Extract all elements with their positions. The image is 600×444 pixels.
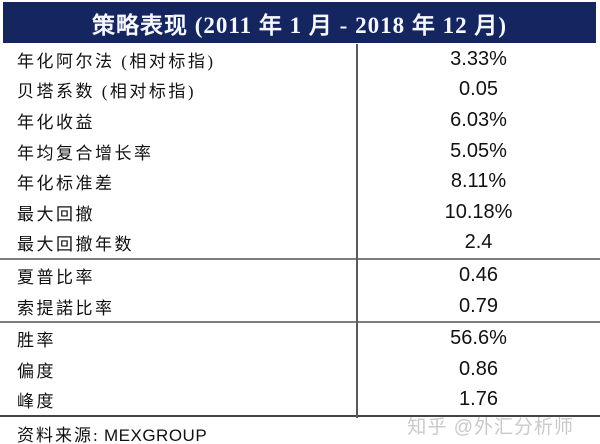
- metric-value: 8.11%: [450, 170, 507, 193]
- table-row: 胜率 56.6%: [0, 323, 600, 354]
- metric-group: 胜率 56.6% 偏度 0.86 峰度 1.76: [0, 323, 600, 418]
- source-label: 资料来源:: [17, 426, 100, 444]
- metric-label: 最大回撤: [17, 204, 95, 224]
- metric-value: 0.05: [459, 78, 498, 101]
- metric-label: 年化阿尔法 (相对标指): [17, 51, 216, 71]
- metric-value: 56.6%: [450, 327, 507, 350]
- metric-value: 5.05%: [450, 139, 507, 162]
- metric-label: 夏普比率: [17, 267, 95, 287]
- table-row: 年均复合增长率 5.05%: [0, 136, 600, 167]
- table-row: 贝塔系数 (相对标指) 0.05: [0, 75, 600, 106]
- column-divider: [356, 44, 358, 418]
- metric-label: 贝塔系数 (相对标指): [17, 82, 197, 102]
- metrics-table: 年化阿尔法 (相对标指) 3.33% 贝塔系数 (相对标指) 0.05 年化收益 6.03…: [0, 44, 600, 418]
- table-row: 最大回撤 10.18%: [0, 197, 600, 228]
- table-row: 年化标准差 8.11%: [0, 166, 600, 197]
- metric-label: 索提諾比率: [17, 298, 115, 318]
- metric-label: 年化标准差: [17, 174, 115, 194]
- table-title-bar: 策略表现 (2011 年 1 月 - 2018 年 12 月): [3, 2, 596, 43]
- metric-value: 6.03%: [450, 108, 507, 131]
- metric-value: 10.18%: [444, 200, 513, 223]
- table-row: 年化收益 6.03%: [0, 105, 600, 136]
- metric-label: 偏度: [17, 361, 56, 381]
- metric-label: 胜率: [17, 331, 56, 351]
- metric-value: 0.86: [459, 357, 498, 380]
- table-row: 偏度 0.86: [0, 354, 600, 385]
- table-row: 峰度 1.76: [0, 385, 600, 416]
- table-row: 夏普比率 0.46: [0, 260, 600, 291]
- metric-label: 年化收益: [17, 112, 95, 132]
- table-row: 索提諾比率 0.79: [0, 291, 600, 322]
- metric-value: 0.79: [459, 294, 498, 317]
- metric-label: 年均复合增长率: [17, 143, 154, 163]
- source-value: MEXGROUP: [103, 426, 208, 444]
- metric-group: 年化阿尔法 (相对标指) 3.33% 贝塔系数 (相对标指) 0.05 年化收益 6.03…: [0, 44, 600, 261]
- metric-group: 夏普比率 0.46 索提諾比率 0.79: [0, 260, 600, 324]
- metric-value: 3.33%: [450, 47, 507, 70]
- table-row: 最大回撤年数 2.4: [0, 228, 600, 259]
- metric-value: 1.76: [459, 388, 498, 411]
- table-row: 年化阿尔法 (相对标指) 3.33%: [0, 44, 600, 75]
- metric-value: 2.4: [464, 231, 493, 254]
- metric-value: 0.46: [459, 263, 498, 286]
- metric-label: 最大回撤年数: [17, 235, 134, 255]
- table-title: 策略表现 (2011 年 1 月 - 2018 年 12 月): [92, 12, 507, 38]
- zhihu-watermark: 知乎 @外汇分析师: [407, 417, 574, 438]
- metric-label: 峰度: [17, 392, 56, 412]
- source-note: 资料来源: MEXGROUP: [17, 421, 207, 444]
